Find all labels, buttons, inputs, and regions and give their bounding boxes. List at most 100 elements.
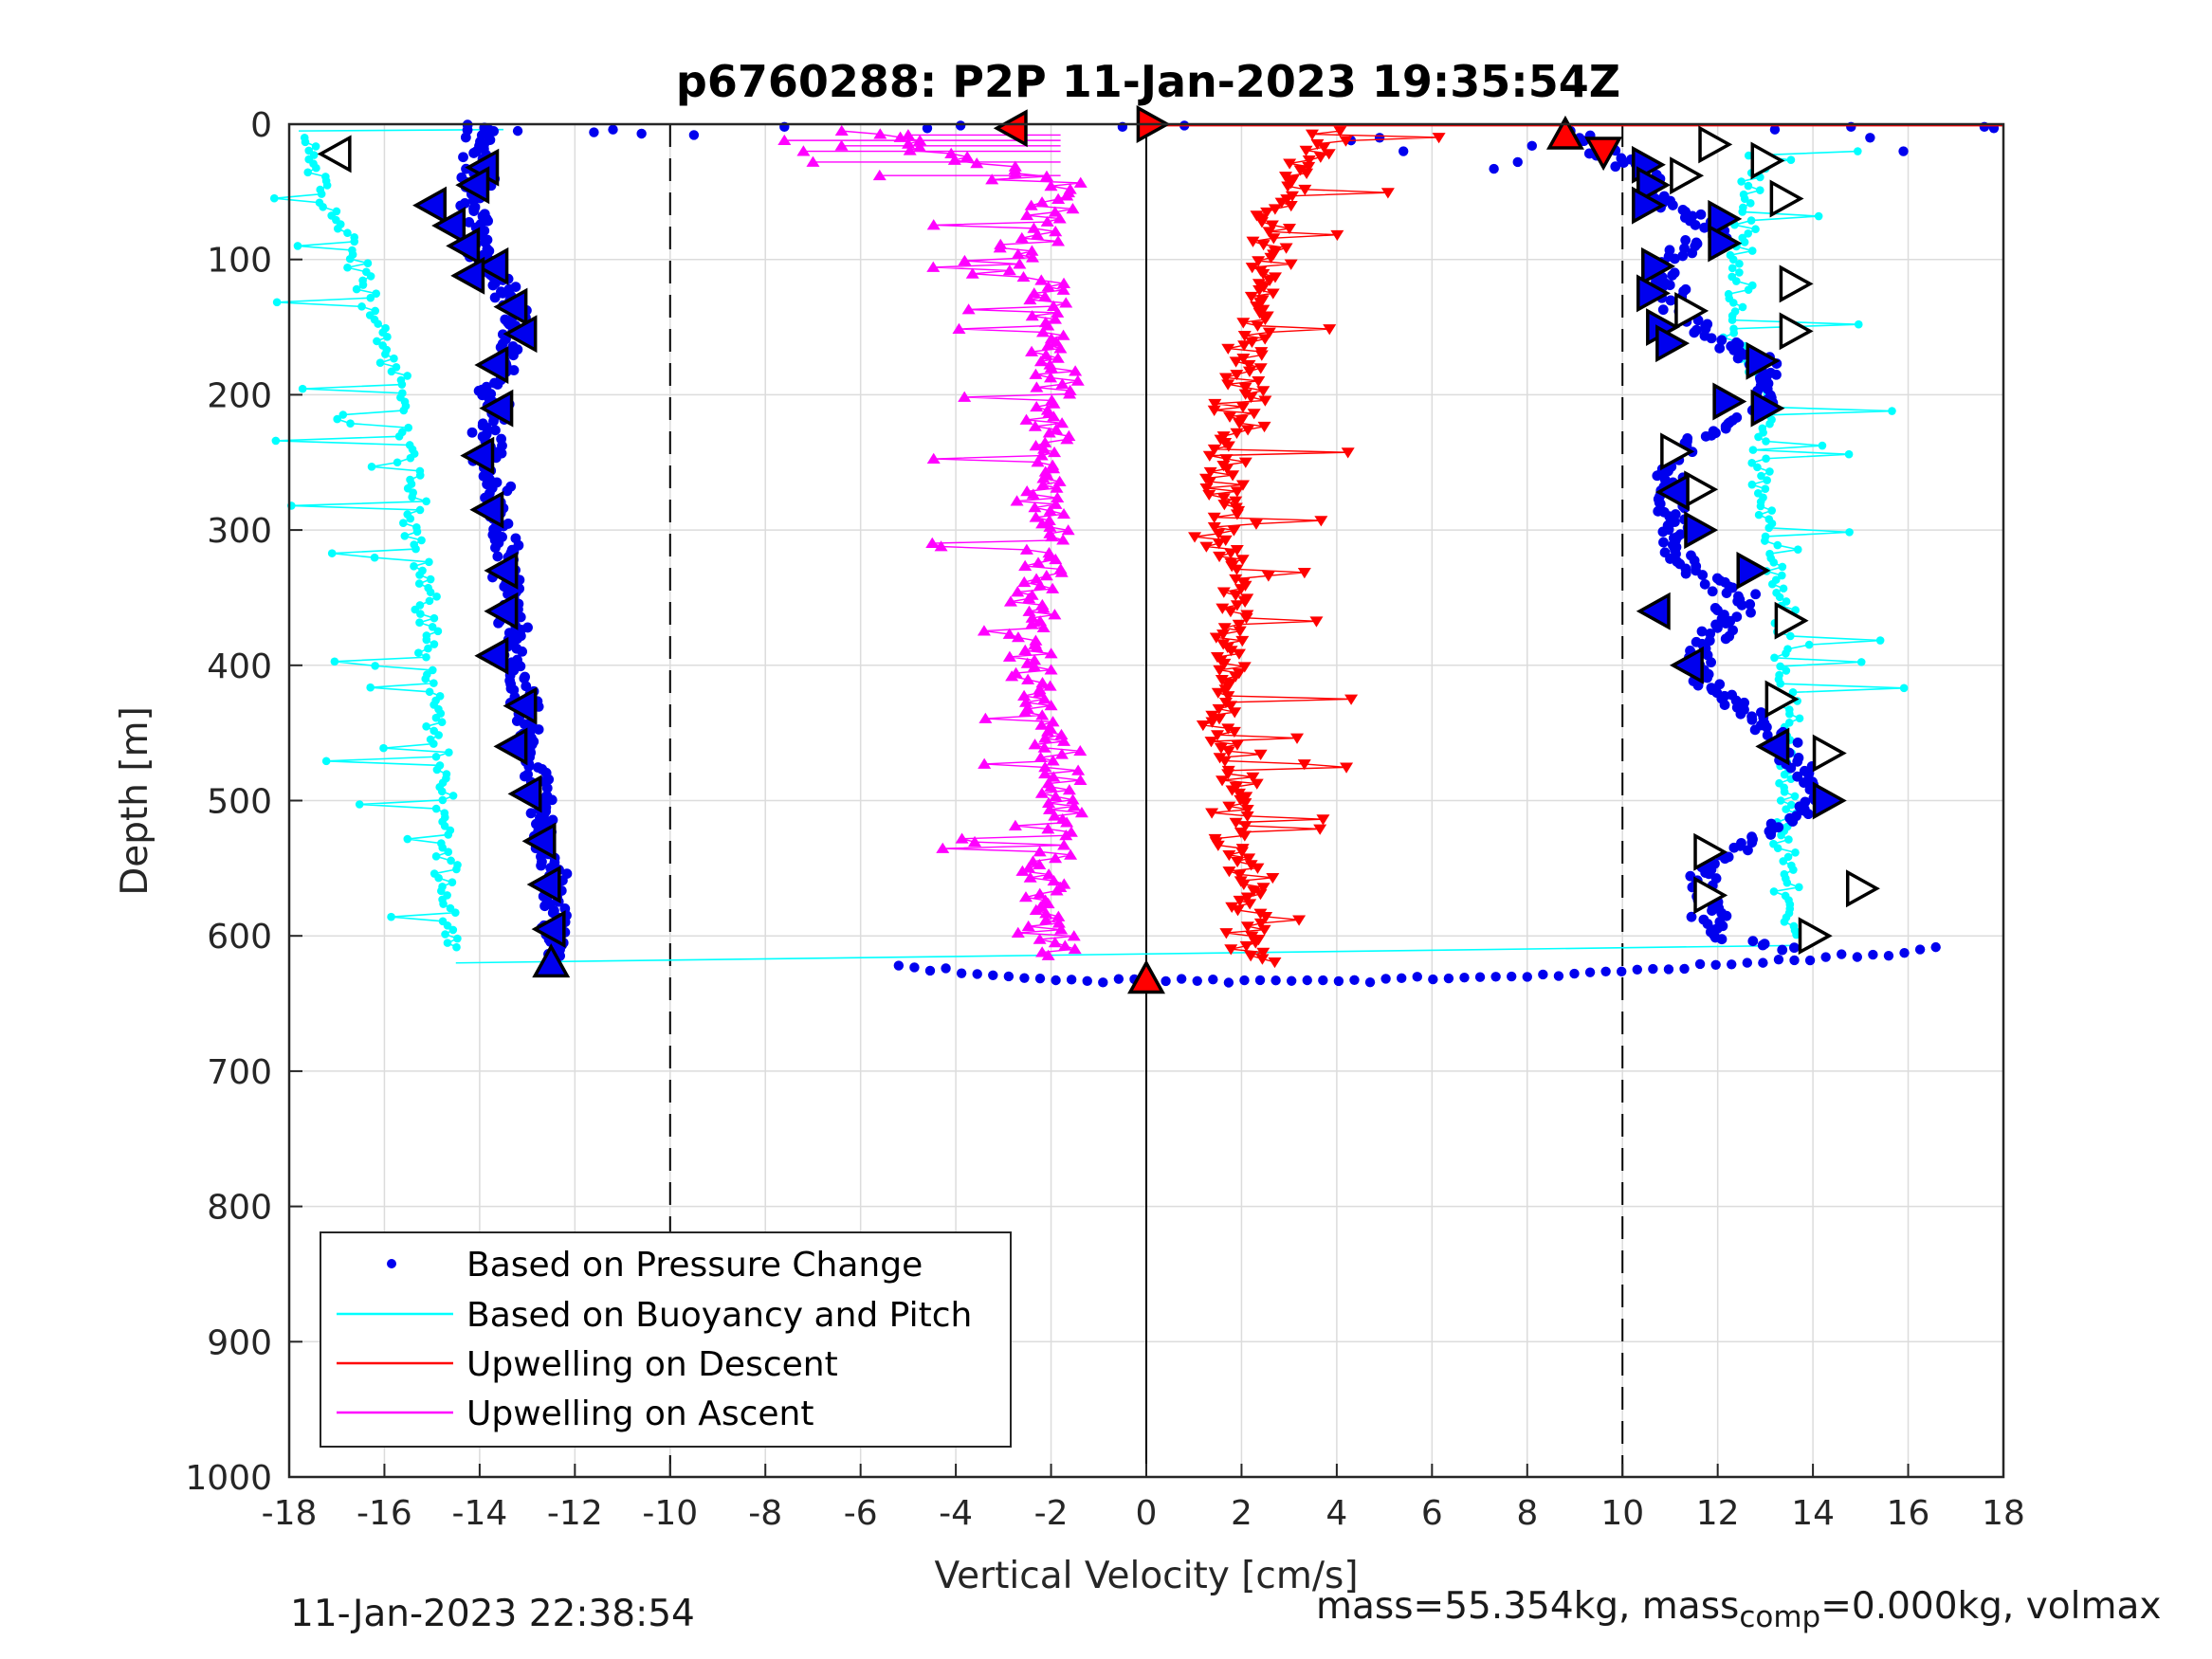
upwelling-point [1232, 619, 1246, 631]
buoyancy-point [1782, 648, 1790, 658]
buoyancy-point [400, 532, 410, 540]
pressure-point [1665, 295, 1676, 306]
upwelling-point [1215, 675, 1229, 686]
triangle-marker [1584, 137, 1623, 172]
upwelling-point [1057, 507, 1071, 520]
upwelling-point [1283, 158, 1297, 170]
pressure-point [1192, 975, 1202, 986]
pressure-point [924, 965, 936, 976]
buoyancy-point [1856, 658, 1866, 666]
triangle-marker [1654, 473, 1690, 512]
upwelling-point [1238, 382, 1252, 393]
upwelling-point [1246, 236, 1260, 247]
upwelling-point [1316, 814, 1330, 826]
pressure-point [1690, 219, 1701, 230]
buoyancy-point [383, 333, 392, 341]
triangle-marker [1693, 876, 1728, 915]
pressure-point [1667, 270, 1678, 281]
pressure-point [1584, 967, 1596, 977]
upwelling-point [1033, 751, 1048, 763]
pressure-point [1526, 140, 1538, 152]
upwelling-point [1292, 915, 1307, 926]
pressure-point [1443, 973, 1454, 984]
upwelling-point [1253, 889, 1268, 901]
pressure-point [1721, 910, 1732, 921]
upwelling-point [925, 537, 940, 548]
upwelling-point [1047, 397, 1061, 409]
upwelling-point [1322, 149, 1336, 160]
upwelling-point [1237, 830, 1252, 842]
buoyancy-point [357, 302, 366, 311]
upwelling-point [1221, 343, 1235, 355]
pressure-point [521, 681, 532, 692]
upwelling-point [1253, 918, 1268, 930]
triangle-marker [1641, 246, 1675, 285]
buoyancy-point [343, 263, 352, 272]
pressure-point [688, 130, 700, 140]
buoyancy-point [410, 562, 418, 571]
triangle-marker [1631, 186, 1666, 225]
upwelling-point [1258, 395, 1272, 407]
pressure-point [1914, 944, 1926, 955]
triangle-marker [446, 227, 481, 265]
upwelling-point [1207, 522, 1221, 534]
triangle-marker [1636, 592, 1671, 630]
upwelling-point [1202, 450, 1216, 462]
buoyancy-point [443, 921, 452, 930]
buoyancy-point [422, 722, 430, 731]
upwelling-point [1005, 670, 1019, 682]
buoyancy-point [1776, 679, 1785, 688]
upwelling-point [834, 139, 849, 151]
upwelling-point [1025, 245, 1039, 256]
buoyancy-point [431, 851, 441, 861]
upwelling-point [1057, 277, 1071, 289]
pressure-point [1692, 680, 1704, 691]
triangle-marker [412, 186, 448, 225]
pressure-point [1802, 809, 1814, 820]
buoyancy-point [1779, 857, 1788, 866]
pressure-point [1695, 209, 1707, 220]
upwelling-point [1274, 197, 1289, 209]
upwelling-point [1255, 954, 1270, 965]
upwelling-point [1011, 631, 1025, 643]
pressure-point [1034, 974, 1046, 984]
pressure-point [1749, 724, 1761, 736]
pressure-point [589, 127, 599, 137]
pressure-point [1398, 146, 1409, 156]
buoyancy-point [433, 627, 443, 636]
upwelling-point [1074, 807, 1088, 818]
upwelling-point [936, 842, 950, 853]
pressure-point [1852, 952, 1863, 962]
pressure-point [1553, 971, 1564, 981]
upwelling-point [1339, 136, 1353, 147]
pressure-point [955, 120, 966, 131]
upwelling-point [1268, 204, 1282, 215]
upwelling-point [960, 151, 975, 162]
buoyancy-point [1728, 316, 1737, 324]
buoyancy-point [438, 843, 448, 852]
upwelling-point [1238, 596, 1252, 609]
pressure-point [1686, 911, 1697, 922]
buoyancy-point [438, 795, 448, 805]
upwelling-point [1036, 479, 1051, 490]
upwelling-point [1046, 755, 1060, 766]
legend-label-buoyancy: Based on Buoyancy and Pitch [466, 1296, 972, 1335]
pressure-point [1820, 952, 1831, 962]
pressure-point [1239, 975, 1250, 986]
upwelling-point [1058, 939, 1072, 951]
upwelling-point [1031, 228, 1045, 240]
upwelling-point [1022, 862, 1036, 873]
triangle-marker [1779, 264, 1814, 303]
upwelling-point [1221, 769, 1235, 780]
upwelling-point [970, 157, 984, 169]
pressure-point [922, 123, 933, 134]
upwelling-point [993, 242, 1007, 253]
y-tick-label: 800 [207, 1189, 272, 1228]
upwelling-point [1019, 543, 1033, 555]
pressure-point [1707, 905, 1717, 917]
buoyancy-point [1779, 584, 1788, 593]
y-tick-label: 400 [207, 647, 272, 686]
triangle-marker [479, 389, 514, 428]
upwelling-point [1020, 657, 1034, 668]
buoyancy-point [1744, 229, 1752, 238]
